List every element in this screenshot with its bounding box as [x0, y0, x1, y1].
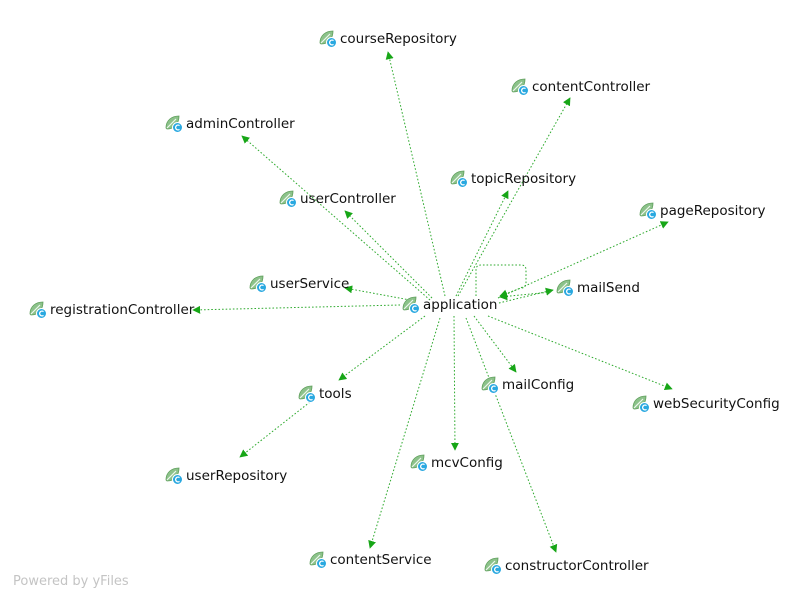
- edge-mailSend-to-application: [499, 291, 552, 301]
- node-userService[interactable]: userService: [248, 274, 349, 294]
- node-tools[interactable]: tools: [297, 384, 352, 404]
- class-icon: [298, 385, 316, 403]
- node-application[interactable]: application: [401, 295, 497, 315]
- edge-application-to-pageRepository: [497, 221, 669, 299]
- class-icon: [165, 115, 183, 133]
- edge-application-to-mcvConfig: [450, 315, 459, 451]
- node-label: registrationController: [50, 302, 195, 318]
- class-icon: [309, 551, 327, 569]
- node-contentController[interactable]: contentController: [510, 77, 650, 97]
- class-icon: [249, 275, 267, 293]
- class-icon: [556, 279, 574, 297]
- node-contentService[interactable]: contentService: [308, 550, 432, 570]
- node-label: pageRepository: [660, 203, 766, 219]
- node-label: userController: [300, 191, 396, 207]
- edge-application-to-contentController: [457, 97, 571, 297]
- edge-application-to-constructorController: [465, 317, 558, 553]
- node-label: courseRepository: [340, 31, 457, 47]
- class-icon: [481, 376, 499, 394]
- edge-application-to-webSecurityConfig: [487, 315, 673, 391]
- edge-application-to-userController: [344, 210, 433, 299]
- node-adminController[interactable]: adminController: [164, 114, 295, 134]
- edge-application-to-contentService: [368, 317, 441, 549]
- node-courseRepository[interactable]: courseRepository: [318, 29, 457, 49]
- node-webSecurityConfig[interactable]: webSecurityConfig: [631, 394, 780, 414]
- node-mailSend[interactable]: mailSend: [555, 278, 640, 298]
- node-label: mailConfig: [502, 377, 575, 393]
- edge-tools-to-userRepository: [239, 401, 311, 458]
- edge-application-to-registrationController: [192, 304, 401, 314]
- powered-by-footer: Powered by yFiles: [13, 574, 129, 589]
- node-userRepository[interactable]: userRepository: [164, 466, 287, 486]
- class-icon: [484, 557, 502, 575]
- node-constructorController[interactable]: constructorController: [483, 556, 649, 576]
- node-userController[interactable]: userController: [278, 189, 396, 209]
- class-icon: [29, 301, 47, 319]
- class-icon: [279, 190, 297, 208]
- node-topicRepository[interactable]: topicRepository: [449, 169, 576, 189]
- node-label: adminController: [186, 116, 295, 132]
- node-mcvConfig[interactable]: mcvConfig: [409, 453, 503, 473]
- class-icon: [632, 395, 650, 413]
- edge-self-application: [475, 264, 527, 298]
- edge-application-to-topicRepository: [455, 190, 509, 297]
- node-label: mcvConfig: [431, 455, 503, 471]
- class-icon: [639, 202, 657, 220]
- node-label: contentController: [532, 79, 651, 95]
- node-label: userService: [270, 276, 350, 292]
- node-mailConfig[interactable]: mailConfig: [480, 375, 574, 395]
- node-label: constructorController: [505, 558, 649, 574]
- edge-application-to-mailConfig: [473, 315, 517, 373]
- node-label: contentService: [330, 552, 432, 568]
- node-label: userRepository: [186, 468, 288, 484]
- node-label: tools: [319, 386, 352, 402]
- node-pageRepository[interactable]: pageRepository: [638, 201, 766, 221]
- edge-application-to-courseRepository: [385, 51, 446, 297]
- class-icon: [319, 30, 337, 48]
- node-label: application: [423, 297, 498, 313]
- node-label: topicRepository: [471, 171, 577, 187]
- node-label: webSecurityConfig: [653, 396, 780, 412]
- class-icon: [410, 454, 428, 472]
- class-icon: [165, 467, 183, 485]
- node-registrationController[interactable]: registrationController: [28, 300, 194, 320]
- node-label: mailSend: [577, 280, 640, 296]
- class-icon: [511, 78, 529, 96]
- edge-application-to-tools: [338, 315, 426, 381]
- class-icon: [402, 296, 420, 314]
- class-icon: [450, 170, 468, 188]
- edge-application-to-userService: [344, 285, 411, 301]
